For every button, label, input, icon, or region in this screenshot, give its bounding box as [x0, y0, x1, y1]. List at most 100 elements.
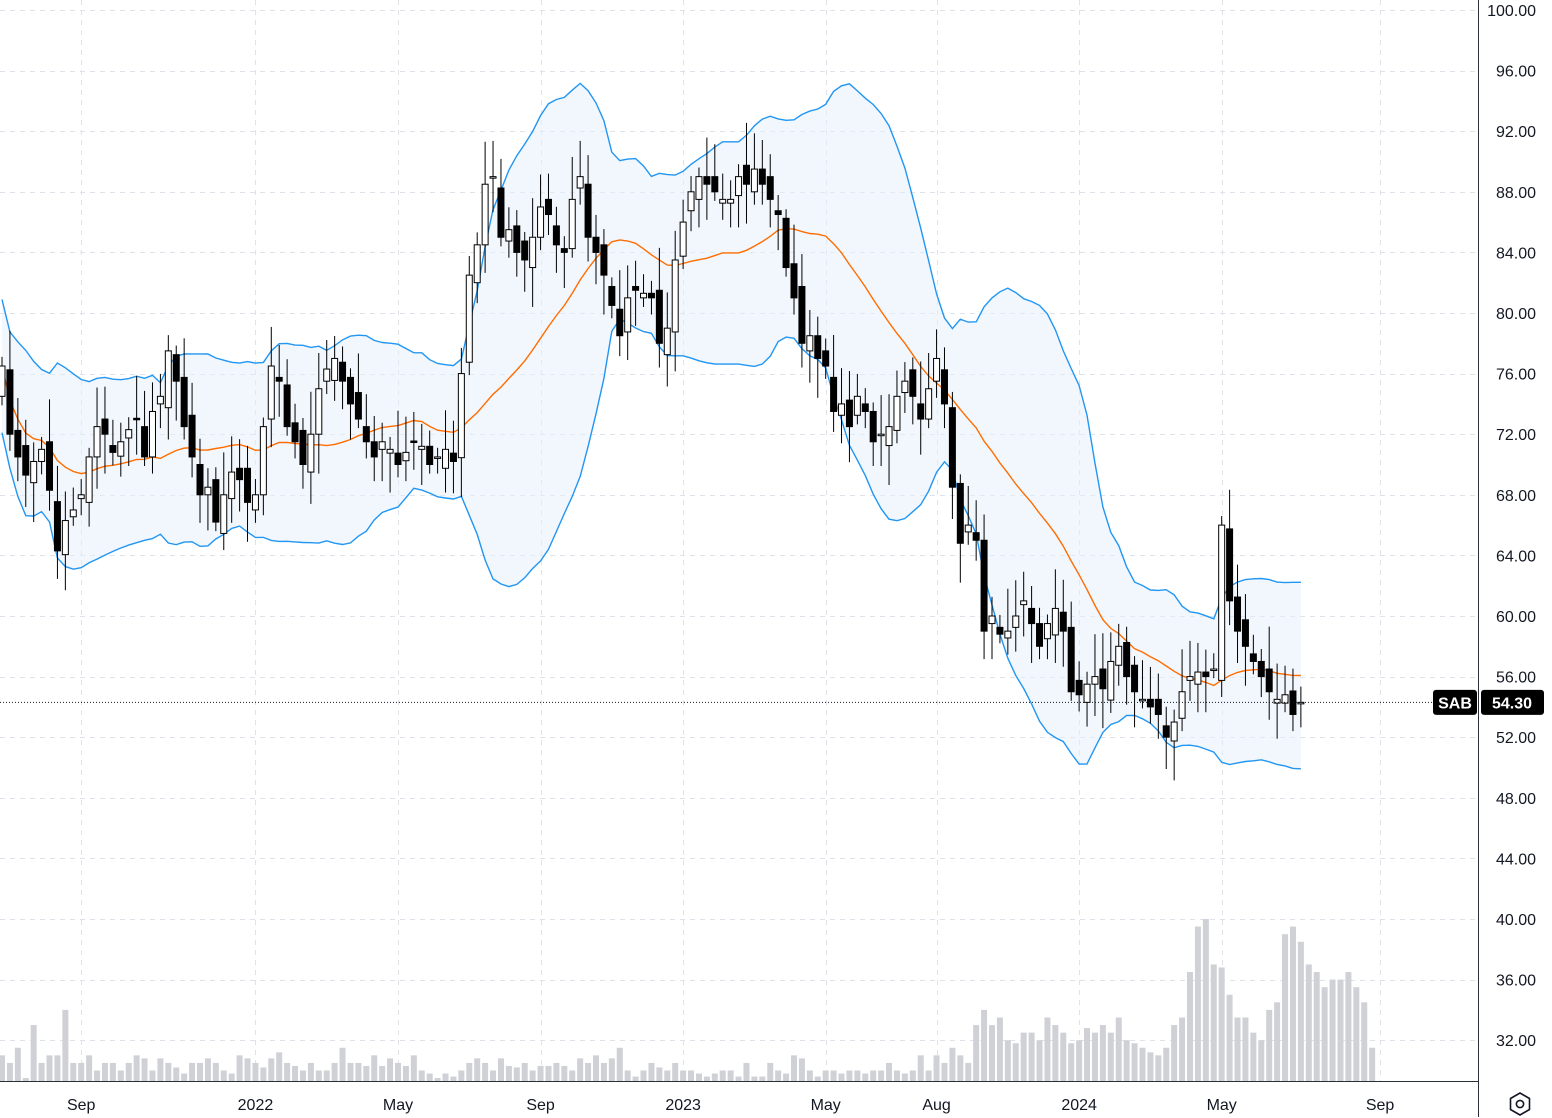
- candle-body-up: [853, 395, 861, 416]
- candle-body-up: [671, 259, 679, 333]
- last-price-badge: SAB 54.30: [1433, 689, 1544, 715]
- volume-bar: [355, 1062, 362, 1081]
- candle: [6, 330, 14, 451]
- candle-body-down: [283, 384, 291, 428]
- candle-body-down: [1202, 671, 1210, 678]
- candle: [434, 447, 442, 474]
- volume-bar: [458, 1070, 465, 1081]
- volume-bar: [497, 1058, 504, 1081]
- volume-bar: [593, 1055, 599, 1081]
- volume-bar: [276, 1052, 283, 1081]
- candle-body-down: [647, 292, 655, 299]
- candle-body-down: [426, 445, 434, 466]
- volume-bar: [6, 1062, 13, 1081]
- volume-bar: [1361, 1002, 1368, 1081]
- candle-body-down: [861, 403, 869, 412]
- volume-bar: [323, 1070, 330, 1081]
- candle-body-down: [196, 464, 204, 496]
- candle: [972, 500, 980, 561]
- volume-bar: [165, 1062, 172, 1081]
- volume-bar: [1202, 919, 1209, 1081]
- volume-bar: [490, 1070, 497, 1081]
- volume-bar: [418, 1070, 425, 1081]
- candle: [790, 224, 798, 315]
- volume-bar: [521, 1062, 528, 1081]
- candle-body-up: [259, 426, 267, 496]
- candle: [616, 270, 624, 357]
- candle: [1107, 632, 1115, 713]
- candle: [1091, 634, 1099, 716]
- volume-bar: [38, 1062, 45, 1081]
- candlesticks: [0, 122, 1305, 781]
- volume-bar: [70, 1062, 77, 1081]
- candle-body-down: [608, 285, 616, 306]
- candle: [1241, 594, 1249, 686]
- candle-body-down: [948, 407, 956, 488]
- candle: [0, 356, 6, 406]
- candle-body-up: [465, 274, 473, 363]
- candle: [1004, 588, 1012, 655]
- candle-body-up: [750, 168, 758, 193]
- candle-body-up: [933, 357, 941, 382]
- volume-bar: [1329, 979, 1336, 1081]
- volume-bar: [252, 1062, 259, 1081]
- volume-bar: [909, 1070, 916, 1081]
- volume-bar: [1131, 1043, 1138, 1081]
- candle-body-down: [109, 445, 117, 453]
- candle: [822, 338, 830, 379]
- candle: [838, 368, 846, 444]
- volume-bar: [743, 1062, 750, 1081]
- candle-body-down: [742, 164, 750, 185]
- settings-gear-icon[interactable]: [1506, 1090, 1534, 1118]
- volume-bar: [608, 1058, 615, 1081]
- volume-bar: [434, 1078, 441, 1081]
- volume-bar: [1353, 987, 1360, 1081]
- candle: [244, 445, 252, 542]
- candle: [449, 420, 457, 494]
- candle-body-up: [537, 206, 545, 238]
- candle: [164, 335, 172, 440]
- candle-body-up: [38, 448, 46, 462]
- candle: [711, 144, 719, 201]
- time-axis[interactable]: Sep 2022 May Sep 2023 May Aug 2024 May Sep: [67, 1097, 1394, 1114]
- candle-body-down: [449, 452, 457, 462]
- candle: [228, 436, 236, 523]
- candle-body-down: [758, 168, 766, 185]
- candle: [1194, 642, 1202, 713]
- candle-body-up: [204, 486, 212, 496]
- candle-body-down: [172, 354, 180, 382]
- candle-body-up: [30, 460, 38, 484]
- candle: [220, 452, 228, 551]
- price-axis[interactable]: 100.00 96.00 92.00 88.00 84.00 80.00 76.00 72.0…: [1487, 3, 1536, 1050]
- candle: [77, 479, 85, 516]
- candle: [1123, 626, 1131, 705]
- volume-bar: [806, 1070, 813, 1081]
- candle: [1210, 653, 1218, 679]
- volume-bar: [537, 1065, 544, 1081]
- candle-body-down: [521, 240, 529, 261]
- candle: [172, 345, 180, 421]
- volume-bar: [600, 1062, 607, 1081]
- candle: [1249, 634, 1257, 675]
- volume-bar: [149, 1070, 156, 1081]
- time-tick-label: May: [383, 1097, 413, 1114]
- volume-bar: [1076, 1040, 1083, 1081]
- volume-bar: [632, 1076, 639, 1081]
- candle: [101, 386, 109, 474]
- candle: [1036, 607, 1044, 660]
- candle-body-up: [964, 524, 972, 533]
- candle: [584, 155, 592, 262]
- candle: [917, 361, 925, 455]
- candle: [315, 352, 323, 474]
- volume-bar: [1194, 926, 1201, 1081]
- candle-body-up: [624, 297, 632, 333]
- volume-bar: [236, 1055, 243, 1081]
- candle: [909, 357, 917, 425]
- volume-bar: [1004, 1040, 1011, 1081]
- candle-body-up: [125, 429, 133, 439]
- volume-bar: [1060, 1032, 1067, 1081]
- volume-bar: [933, 1055, 940, 1081]
- volume-bar: [830, 1070, 837, 1081]
- candle: [845, 371, 853, 463]
